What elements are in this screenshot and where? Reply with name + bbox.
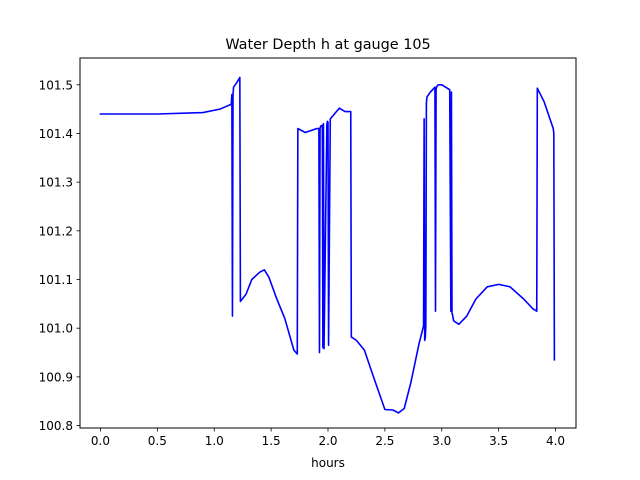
x-tick-label: 3.0	[432, 434, 451, 448]
x-tick-label: 2.0	[318, 434, 337, 448]
y-tick-label: 101.1	[39, 273, 73, 287]
y-tick-label: 101.2	[39, 224, 73, 238]
x-tick-label: 2.5	[375, 434, 394, 448]
y-tick-label: 100.9	[39, 370, 73, 384]
x-tick-label: 4.0	[546, 434, 565, 448]
x-tick-label: 0.5	[148, 434, 167, 448]
series-line	[99, 76, 556, 414]
y-tick-label: 101.3	[39, 176, 73, 190]
y-tick-label: 100.8	[39, 419, 73, 433]
x-tick-label: 1.0	[205, 434, 224, 448]
series-layer	[99, 76, 556, 414]
chart-title: Water Depth h at gauge 105	[225, 37, 430, 53]
plot-area	[79, 57, 577, 429]
x-axis: 0.0 0.5 1.0 1.5 2.0 2.5 3.0 3.5 4.0	[91, 428, 565, 448]
x-axis-label: hours	[311, 456, 345, 470]
y-tick-label: 101.5	[39, 78, 73, 92]
x-tick-label: 1.5	[262, 434, 281, 448]
x-tick-label: 0.0	[91, 434, 110, 448]
y-tick-label: 101.4	[39, 127, 73, 141]
y-axis: 100.8 100.9 101.0 101.1 101.2 101.3 101.4 101.5	[39, 78, 80, 433]
y-tick-label: 101.0	[39, 322, 73, 336]
x-tick-label: 3.5	[489, 434, 508, 448]
